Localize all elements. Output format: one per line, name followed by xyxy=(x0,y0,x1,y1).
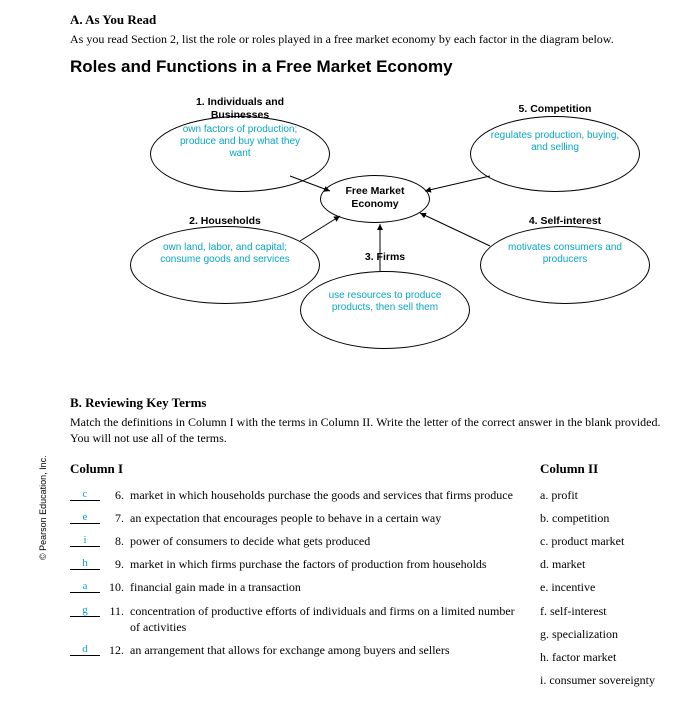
col2-head: Column II xyxy=(540,461,670,477)
answer-blank[interactable]: i xyxy=(70,533,100,547)
node2: 2. Households own land, labor, and capit… xyxy=(140,215,310,266)
section-a-intro: As you read Section 2, list the role or … xyxy=(70,31,670,47)
node5: 5. Competition regulates production, buy… xyxy=(480,103,630,154)
node1-desc: own factors of production; produce and b… xyxy=(160,124,320,160)
question-text: concentration of productive efforts of i… xyxy=(130,603,520,635)
term-row: d. market xyxy=(540,556,670,572)
concept-diagram: Free Market Economy 1. Individuals and B… xyxy=(90,91,650,381)
term-row: a. profit xyxy=(540,487,670,503)
term-row: g. specialization xyxy=(540,626,670,642)
section-b-intro: Match the definitions in Column I with t… xyxy=(70,414,670,446)
center-node: Free Market Economy xyxy=(320,185,430,210)
answer-blank[interactable]: c xyxy=(70,487,100,501)
question-text: an arrangement that allows for exchange … xyxy=(130,642,520,658)
answer-blank[interactable]: a xyxy=(70,579,100,593)
main-title: Roles and Functions in a Free Market Eco… xyxy=(70,57,670,77)
question-text: market in which households purchase the … xyxy=(130,487,520,503)
node2-title: 2. Households xyxy=(140,215,310,228)
question-num: 11. xyxy=(104,603,124,635)
question-row: i 8. power of consumers to decide what g… xyxy=(70,533,520,549)
columns-wrap: Column I c 6. market in which households… xyxy=(70,461,670,696)
center-title1: Free Market xyxy=(320,185,430,198)
node5-desc: regulates production, buying, and sellin… xyxy=(480,130,630,154)
column-2: Column II a. profit b. competition c. pr… xyxy=(540,461,670,696)
question-row: h 9. market in which firms purchase the … xyxy=(70,556,520,572)
node4: 4. Self-interest motivates consumers and… xyxy=(490,215,640,266)
question-num: 12. xyxy=(104,642,124,658)
question-row: a 10. financial gain made in a transacti… xyxy=(70,579,520,595)
question-num: 8. xyxy=(104,533,124,549)
answer-blank[interactable]: g xyxy=(70,603,100,617)
node1: 1. Individuals and Businesses own factor… xyxy=(160,96,320,160)
question-text: an expectation that encourages people to… xyxy=(130,510,520,526)
question-text: financial gain made in a transaction xyxy=(130,579,520,595)
answer-blank[interactable]: h xyxy=(70,556,100,570)
question-row: e 7. an expectation that encourages peop… xyxy=(70,510,520,526)
answer-blank[interactable]: e xyxy=(70,510,100,524)
answer-blank[interactable]: d xyxy=(70,642,100,656)
question-text: market in which firms purchase the facto… xyxy=(130,556,520,572)
term-row: h. factor market xyxy=(540,649,670,665)
node3-title: 3. Firms xyxy=(310,251,460,264)
term-row: f. self-interest xyxy=(540,603,670,619)
worksheet-page: A. As You Read As you read Section 2, li… xyxy=(0,0,698,707)
term-row: i. consumer sovereignty xyxy=(540,672,670,688)
question-row: d 12. an arrangement that allows for exc… xyxy=(70,642,520,658)
column-1: Column I c 6. market in which households… xyxy=(70,461,520,696)
question-num: 10. xyxy=(104,579,124,595)
term-row: b. competition xyxy=(540,510,670,526)
node2-desc: own land, labor, and capital; consume go… xyxy=(140,242,310,266)
question-row: c 6. market in which households purchase… xyxy=(70,487,520,503)
term-row: c. product market xyxy=(540,533,670,549)
section-b-head: B. Reviewing Key Terms xyxy=(70,395,670,411)
question-num: 9. xyxy=(104,556,124,572)
node1-title2: Businesses xyxy=(160,109,320,122)
term-row: e. incentive xyxy=(540,579,670,595)
node1-title: 1. Individuals and xyxy=(160,96,320,109)
center-title2: Economy xyxy=(320,198,430,211)
question-text: power of consumers to decide what gets p… xyxy=(130,533,520,549)
node3-desc: use resources to produce products, then … xyxy=(310,290,460,314)
copyright-text: © Pearson Education, Inc. xyxy=(38,455,48,560)
node3: 3. Firms use resources to produce produc… xyxy=(310,251,460,314)
node4-desc: motivates consumers and producers xyxy=(490,242,640,266)
col1-head: Column I xyxy=(70,461,520,477)
node4-title: 4. Self-interest xyxy=(490,215,640,228)
question-num: 6. xyxy=(104,487,124,503)
section-a-head: A. As You Read xyxy=(70,12,670,28)
question-num: 7. xyxy=(104,510,124,526)
node5-title: 5. Competition xyxy=(480,103,630,116)
question-row: g 11. concentration of productive effort… xyxy=(70,603,520,635)
